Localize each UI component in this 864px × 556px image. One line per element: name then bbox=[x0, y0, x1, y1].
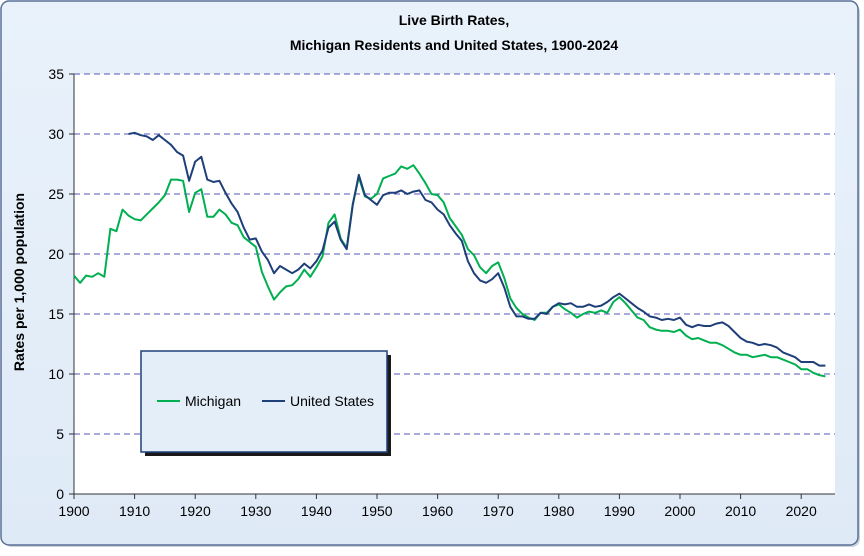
legend-label-united-states: United States bbox=[290, 393, 374, 409]
series-line-united-states bbox=[128, 131, 826, 367]
y-tick-label: 25 bbox=[48, 186, 64, 202]
y-tick-label: 15 bbox=[48, 306, 64, 322]
x-tick-label: 1980 bbox=[543, 503, 574, 519]
y-tick-label: 35 bbox=[48, 66, 64, 82]
x-tick-label: 1900 bbox=[58, 503, 89, 519]
x-tick-label: 1970 bbox=[483, 503, 514, 519]
series-line-michigan bbox=[73, 164, 826, 378]
y-axis-label: Rates per 1,000 population bbox=[11, 193, 27, 371]
y-tick-label: 0 bbox=[56, 486, 64, 502]
y-tick-label: 5 bbox=[56, 426, 64, 442]
y-tick-label: 30 bbox=[48, 126, 64, 142]
x-tick-label: 2010 bbox=[725, 503, 756, 519]
chart-title: Live Birth Rates, bbox=[399, 12, 509, 28]
chart-subtitle: Michigan Residents and United States, 19… bbox=[290, 37, 619, 53]
legend: Michigan United States bbox=[140, 350, 391, 456]
x-tick-label: 1910 bbox=[119, 503, 150, 519]
x-tick-label: 2000 bbox=[664, 503, 695, 519]
x-tick-label: 1950 bbox=[361, 503, 392, 519]
x-tick-label: 1990 bbox=[604, 503, 635, 519]
y-tick-label: 10 bbox=[48, 366, 64, 382]
x-tick-label: 1960 bbox=[422, 503, 453, 519]
x-tick-label: 2020 bbox=[786, 503, 817, 519]
x-tick-label: 1930 bbox=[240, 503, 271, 519]
y-tick-label: 20 bbox=[48, 246, 64, 262]
x-tick-label: 1940 bbox=[301, 503, 332, 519]
x-tick-label: 1920 bbox=[180, 503, 211, 519]
legend-label-michigan: Michigan bbox=[185, 393, 241, 409]
